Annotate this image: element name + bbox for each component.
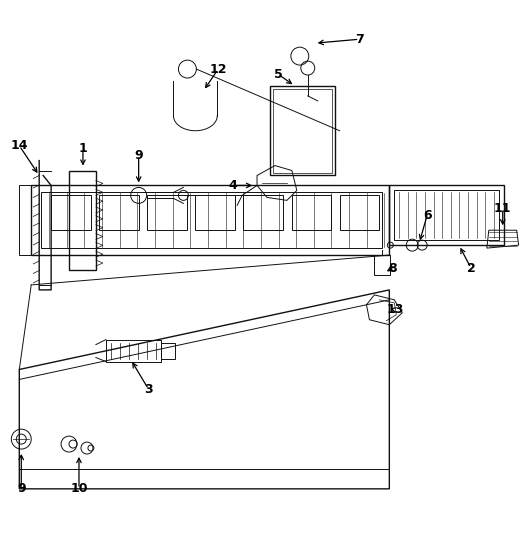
- Text: 7: 7: [355, 33, 364, 46]
- Bar: [147, 195, 187, 230]
- Text: 1: 1: [79, 142, 87, 155]
- Text: 5: 5: [274, 68, 282, 80]
- Bar: [106, 340, 161, 361]
- Bar: [243, 195, 283, 230]
- Text: 14: 14: [11, 139, 28, 152]
- Bar: [394, 191, 499, 240]
- Text: 9: 9: [134, 149, 143, 162]
- Bar: [99, 195, 139, 230]
- Bar: [389, 185, 504, 245]
- Bar: [51, 195, 91, 230]
- Bar: [273, 89, 332, 172]
- Text: 12: 12: [210, 63, 227, 76]
- Text: 3: 3: [144, 383, 153, 396]
- Text: 9: 9: [17, 482, 25, 495]
- Bar: [291, 195, 331, 230]
- Bar: [161, 342, 175, 359]
- Bar: [195, 195, 235, 230]
- Text: 10: 10: [70, 482, 88, 495]
- Bar: [270, 86, 335, 176]
- Text: 2: 2: [467, 261, 475, 274]
- Text: 4: 4: [229, 179, 238, 192]
- Text: 8: 8: [388, 261, 397, 274]
- Bar: [374, 255, 390, 275]
- Text: 6: 6: [423, 209, 431, 222]
- Text: 11: 11: [494, 202, 512, 215]
- Text: 13: 13: [386, 303, 404, 316]
- Bar: [340, 195, 380, 230]
